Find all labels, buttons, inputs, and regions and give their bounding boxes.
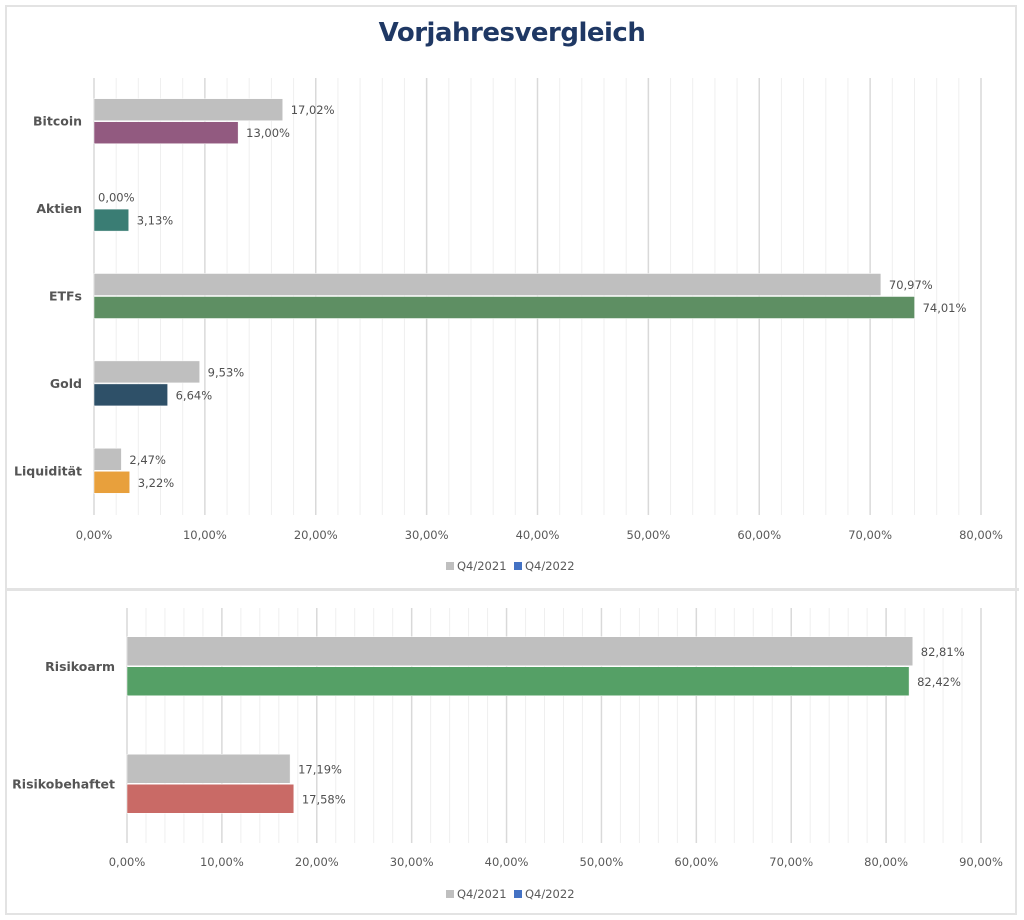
data-label: 0,00% bbox=[98, 191, 135, 205]
category-label: Risikobehaftet bbox=[12, 776, 115, 791]
data-label: 13,00% bbox=[246, 126, 290, 140]
bar-q4-2022 bbox=[93, 208, 129, 232]
category-label: Aktien bbox=[36, 201, 82, 216]
x-tick-label: 70,00% bbox=[848, 528, 892, 542]
data-label: 82,81% bbox=[921, 645, 965, 659]
data-label: 9,53% bbox=[208, 365, 245, 379]
legend-label: Q4/2021 bbox=[457, 887, 507, 901]
legend-label: Q4/2022 bbox=[525, 559, 575, 573]
chart-separator bbox=[5, 588, 1019, 591]
category-label: ETFs bbox=[49, 289, 82, 304]
bar-q4-2021 bbox=[126, 636, 914, 666]
x-tick-label: 80,00% bbox=[864, 855, 908, 869]
data-label: 17,02% bbox=[291, 103, 335, 117]
x-tick-label: 20,00% bbox=[295, 855, 339, 869]
legend-label: Q4/2022 bbox=[525, 887, 575, 901]
category-label: Risikoarm bbox=[45, 659, 115, 674]
bar-q4-2021 bbox=[93, 360, 200, 384]
x-tick-label: 20,00% bbox=[294, 528, 338, 542]
category-label: Bitcoin bbox=[33, 114, 82, 129]
x-tick-label: 10,00% bbox=[183, 528, 227, 542]
data-label: 3,22% bbox=[138, 476, 175, 490]
x-tick-label: 0,00% bbox=[109, 855, 146, 869]
legend-swatch bbox=[514, 562, 522, 570]
data-label: 6,64% bbox=[176, 388, 213, 402]
category-label: Gold bbox=[50, 376, 82, 391]
legend-swatch bbox=[446, 890, 454, 898]
x-tick-label: 0,00% bbox=[76, 528, 113, 542]
category-label: Liquidität bbox=[14, 463, 82, 478]
x-tick-label: 40,00% bbox=[485, 855, 529, 869]
data-label: 82,42% bbox=[917, 675, 961, 689]
bar-q4-2022 bbox=[126, 784, 295, 814]
x-tick-label: 10,00% bbox=[200, 855, 244, 869]
bar-q4-2022 bbox=[93, 121, 239, 144]
data-label: 17,58% bbox=[302, 792, 346, 806]
data-label: 17,19% bbox=[298, 762, 342, 776]
x-tick-label: 80,00% bbox=[959, 528, 1003, 542]
bar-q4-2022 bbox=[93, 471, 130, 494]
data-label: 3,13% bbox=[137, 214, 174, 228]
chart-asset-comparison: 0,00% 10,00% 20,00% 30,00% 40,00% 50,00% 60,00… bbox=[14, 78, 1003, 573]
x-tick-label: 70,00% bbox=[769, 855, 813, 869]
bar-q4-2021 bbox=[93, 273, 882, 296]
bar-q4-2021 bbox=[93, 448, 122, 471]
chart-frame bbox=[5, 5, 1017, 915]
bar-q4-2022 bbox=[126, 666, 910, 696]
legend-label: Q4/2021 bbox=[457, 559, 507, 573]
x-tick-label: 60,00% bbox=[737, 528, 781, 542]
bar-q4-2021 bbox=[93, 98, 283, 121]
x-tick-label: 60,00% bbox=[674, 855, 718, 869]
x-tick-label: 30,00% bbox=[390, 855, 434, 869]
x-tick-label: 50,00% bbox=[626, 528, 670, 542]
bar-q4-2022 bbox=[93, 383, 168, 407]
x-tick-label: 40,00% bbox=[516, 528, 560, 542]
x-tick-label: 30,00% bbox=[405, 528, 449, 542]
data-label: 70,97% bbox=[889, 278, 933, 292]
data-label: 2,47% bbox=[129, 453, 166, 467]
legend-swatch bbox=[446, 562, 454, 570]
data-label: 74,01% bbox=[923, 301, 967, 315]
x-tick-label: 90,00% bbox=[959, 855, 1003, 869]
bar-q4-2022 bbox=[93, 296, 915, 319]
legend-swatch bbox=[514, 890, 522, 898]
bar-q4-2021 bbox=[126, 754, 291, 784]
page-title: Vorjahresvergleich bbox=[378, 18, 646, 48]
x-tick-label: 50,00% bbox=[580, 855, 624, 869]
